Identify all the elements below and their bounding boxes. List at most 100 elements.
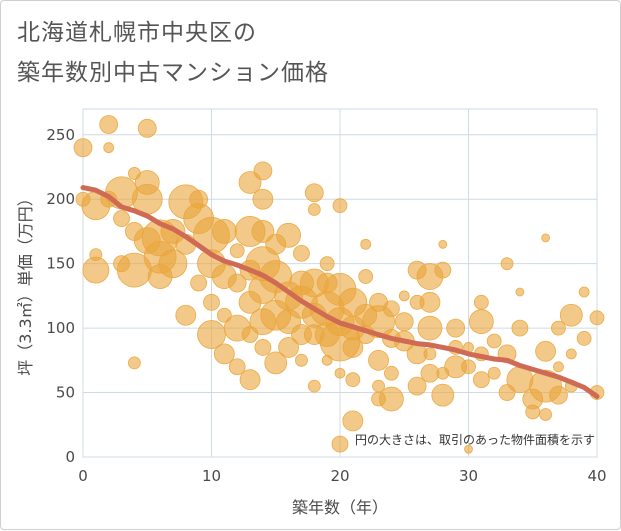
data-bubble [417, 315, 443, 341]
data-bubble [319, 256, 335, 272]
data-bubble [99, 115, 119, 134]
data-bubble [438, 239, 448, 249]
data-bubble [103, 142, 115, 154]
data-bubble [420, 363, 440, 383]
data-bubble [304, 183, 324, 203]
data-bubble [307, 203, 321, 216]
data-bubble [252, 188, 274, 210]
data-bubble [446, 318, 466, 338]
y-tick-label: 150 [46, 255, 75, 273]
data-bubble [251, 220, 275, 243]
y-tick-label: 200 [46, 190, 75, 208]
data-bubble [331, 435, 349, 453]
data-bubble [278, 337, 300, 358]
data-bubble [551, 320, 566, 336]
size-legend-note: 円の大きさは、取引のあった物件面積を示す [355, 432, 595, 447]
data-bubble [549, 385, 568, 405]
data-bubble [295, 353, 308, 367]
data-bubble [227, 273, 247, 293]
y-axis-title: 坪（3.3㎡）単価（万円） [16, 190, 35, 375]
data-bubble [342, 410, 364, 432]
data-bubble [553, 361, 564, 373]
data-bubble [213, 343, 235, 365]
data-bubble [211, 219, 237, 244]
data-bubble [407, 376, 427, 396]
data-bubble [541, 233, 550, 243]
data-bubble [127, 356, 141, 370]
data-bubble [238, 171, 262, 194]
data-bubble [511, 319, 529, 337]
data-bubble [189, 189, 209, 209]
data-bubble [535, 340, 556, 362]
data-bubble [276, 222, 302, 248]
data-bubble [264, 351, 288, 375]
data-bubble [382, 300, 400, 318]
x-tick-label: 0 [78, 467, 88, 485]
x-tick-label: 30 [459, 467, 478, 485]
data-bubble [473, 294, 489, 310]
data-bubble [565, 348, 577, 360]
data-bubble [203, 293, 220, 311]
x-tick-labels: 0 10 20 30 40 [78, 467, 606, 485]
data-bubble [253, 161, 273, 181]
y-tick-labels: 0 50 100 150 200 250 [46, 126, 75, 466]
data-bubble [307, 379, 321, 393]
data-bubble [158, 249, 188, 279]
data-bubble [175, 304, 197, 326]
data-bubble [137, 118, 157, 138]
bubble-series [73, 115, 605, 454]
data-bubble [559, 303, 583, 327]
x-tick-label: 10 [202, 467, 221, 485]
data-bubble [468, 309, 494, 335]
data-bubble [342, 337, 364, 358]
data-bubble [461, 359, 476, 375]
data-bubble [423, 347, 437, 361]
chart-title-line-1: 北海道札幌市中央区の [17, 20, 257, 46]
x-axis-title: 築年数（年） [292, 498, 388, 517]
data-bubble [228, 358, 246, 376]
y-tick-label: 0 [65, 448, 75, 466]
data-bubble [332, 198, 348, 214]
data-bubble [431, 383, 455, 407]
data-bubble [334, 367, 346, 379]
data-bubble [358, 269, 374, 284]
data-bubble [383, 365, 399, 381]
data-bubble [134, 170, 160, 195]
data-bubble [500, 257, 514, 271]
data-bubble [434, 261, 452, 279]
data-bubble [419, 291, 441, 313]
data-bubble [229, 243, 245, 259]
data-bubble [190, 274, 208, 292]
data-bubble [113, 210, 130, 227]
x-tick-label: 20 [330, 467, 349, 485]
data-bubble [89, 248, 103, 262]
data-bubble [73, 138, 93, 158]
data-bubble [378, 386, 404, 412]
y-tick-label: 100 [46, 319, 75, 337]
data-bubble [486, 333, 502, 349]
data-bubble [368, 349, 389, 371]
data-bubble [293, 244, 310, 262]
plot-area-border [82, 108, 598, 458]
data-bubble [578, 286, 590, 298]
trend-line [80, 185, 600, 399]
y-tick-label: 250 [46, 126, 75, 144]
chart-title-line-2: 築年数別中古マンション価格 [17, 60, 329, 86]
data-bubble [539, 408, 552, 421]
data-bubble [345, 372, 361, 388]
data-bubble [254, 339, 272, 356]
data-bubble [394, 312, 414, 332]
data-bubble [487, 366, 501, 380]
y-tick-label: 50 [56, 384, 75, 402]
data-bubble [589, 310, 605, 326]
data-bubble [515, 287, 525, 297]
data-bubble [239, 369, 261, 391]
data-bubble [360, 238, 372, 250]
data-bubble [472, 371, 490, 389]
data-bubble [464, 444, 473, 454]
data-bubble [398, 290, 410, 302]
x-tick-label: 40 [587, 467, 606, 485]
data-bubble [576, 331, 592, 346]
